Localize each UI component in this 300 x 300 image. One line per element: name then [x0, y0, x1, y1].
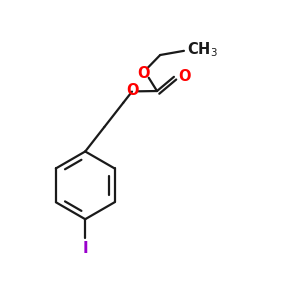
Text: O: O [126, 83, 139, 98]
Text: I: I [82, 241, 88, 256]
Text: O: O [178, 69, 191, 84]
Text: O: O [137, 66, 150, 81]
Text: CH$_3$: CH$_3$ [188, 40, 218, 59]
